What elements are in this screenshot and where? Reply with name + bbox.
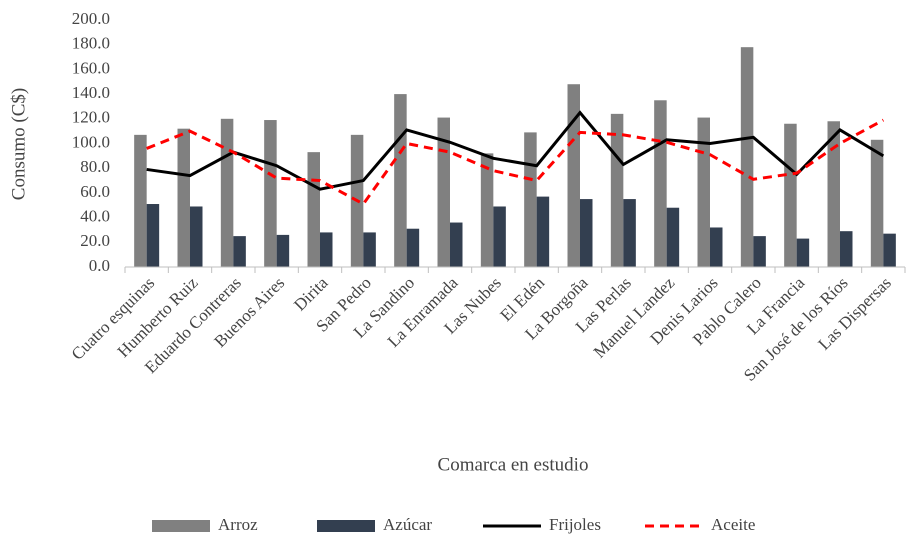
bar bbox=[827, 121, 840, 268]
bar bbox=[567, 84, 580, 267]
bar bbox=[394, 94, 407, 267]
legend-swatch bbox=[152, 520, 210, 532]
legend-label: Frijoles bbox=[549, 515, 601, 534]
y-tick-label: 180.0 bbox=[72, 34, 110, 53]
legend-label: Aceite bbox=[711, 515, 755, 534]
bar bbox=[610, 113, 624, 267]
bar bbox=[666, 207, 680, 267]
y-tick-label: 20.0 bbox=[80, 231, 110, 250]
y-tick-label: 200.0 bbox=[72, 9, 110, 28]
y-tick-label: 100.0 bbox=[72, 132, 110, 151]
bar bbox=[796, 238, 810, 267]
bar bbox=[480, 153, 494, 267]
bar bbox=[276, 234, 290, 267]
bar bbox=[740, 47, 754, 267]
bar bbox=[363, 232, 376, 267]
bar bbox=[177, 128, 190, 267]
bar bbox=[406, 228, 420, 267]
line-series bbox=[146, 110, 885, 191]
bar bbox=[623, 199, 636, 267]
bar bbox=[710, 227, 723, 267]
bar bbox=[524, 132, 537, 267]
x-axis-title: Comarca en estudio bbox=[438, 454, 589, 475]
bar bbox=[654, 100, 667, 268]
bar bbox=[784, 123, 797, 268]
bar bbox=[437, 117, 450, 267]
bar bbox=[190, 206, 203, 267]
bar bbox=[536, 196, 550, 267]
legend-label: Arroz bbox=[218, 515, 258, 534]
y-tick-label: 140.0 bbox=[72, 83, 110, 102]
bar bbox=[580, 199, 593, 267]
y-tick-label: 60.0 bbox=[80, 182, 110, 201]
bar bbox=[264, 120, 277, 267]
bar bbox=[840, 231, 853, 267]
bar bbox=[320, 232, 333, 267]
y-axis-title: Consumo (C$) bbox=[8, 88, 29, 200]
bar bbox=[493, 206, 506, 267]
bar bbox=[870, 139, 884, 267]
y-tick-label: 80.0 bbox=[80, 157, 110, 176]
legend-swatch bbox=[317, 520, 375, 532]
line-series bbox=[146, 118, 885, 206]
bar bbox=[233, 236, 246, 267]
bar bbox=[753, 236, 766, 267]
y-tick-label: 120.0 bbox=[72, 108, 110, 127]
y-tick-label: 0.0 bbox=[89, 256, 110, 275]
bar bbox=[307, 152, 320, 267]
legend-label: Azúcar bbox=[383, 515, 432, 534]
y-tick-label: 160.0 bbox=[72, 58, 110, 77]
bar bbox=[883, 233, 896, 267]
y-tick-label: 40.0 bbox=[80, 207, 110, 226]
bar bbox=[697, 117, 710, 267]
bar bbox=[220, 118, 234, 267]
bar bbox=[146, 204, 160, 267]
bar bbox=[450, 222, 463, 267]
bar bbox=[134, 134, 147, 267]
